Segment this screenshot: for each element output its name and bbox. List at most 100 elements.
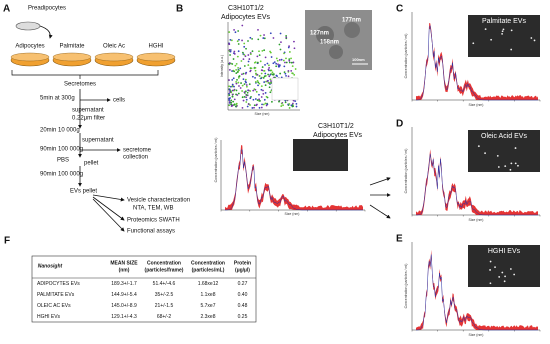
dish-rim bbox=[136, 52, 176, 62]
scatter-dot bbox=[243, 53, 246, 56]
scatter-dot bbox=[252, 89, 255, 92]
scatter-dot bbox=[244, 72, 247, 75]
scatter-dot bbox=[242, 72, 245, 75]
table-header: Protein bbox=[234, 260, 251, 266]
scatter-dot bbox=[242, 78, 245, 81]
step-text: NTA, TEM, WB bbox=[133, 206, 173, 212]
scatter-dot bbox=[233, 70, 236, 73]
scatter-dot bbox=[271, 100, 273, 103]
plot-title: C3H10T1/2 bbox=[228, 5, 264, 12]
particle bbox=[490, 38, 493, 41]
table-cell: 1.68xe12 bbox=[198, 281, 219, 287]
scatter-dot bbox=[293, 47, 296, 50]
scatter-dot bbox=[264, 63, 266, 66]
particle bbox=[533, 39, 536, 42]
scatter-dot bbox=[249, 97, 252, 100]
scatter-dot bbox=[269, 82, 272, 84]
table-border bbox=[31, 255, 257, 323]
scatter-dot bbox=[228, 31, 231, 33]
scatter-dot bbox=[249, 70, 252, 73]
scatter-dot bbox=[294, 100, 297, 102]
scatter-dot bbox=[243, 95, 246, 98]
scatter-dot bbox=[254, 98, 257, 100]
plot-title: Oleic Acid EVs bbox=[481, 133, 527, 140]
scatter-dot bbox=[293, 40, 295, 43]
scatter-dot bbox=[282, 59, 285, 62]
scatter-dot bbox=[245, 47, 247, 50]
scatter-dot bbox=[287, 75, 290, 78]
scatter-dot bbox=[282, 104, 284, 107]
scatter-dot bbox=[250, 67, 253, 70]
table-cell: 129.1+/-4.3 bbox=[111, 314, 137, 320]
scatter-dot bbox=[278, 100, 280, 103]
scatter-dot bbox=[285, 36, 288, 39]
scatter-dot bbox=[267, 68, 270, 71]
tem-image bbox=[305, 10, 372, 70]
scatter-dot bbox=[228, 48, 231, 51]
scatter-dot bbox=[280, 76, 283, 79]
scatter-dot bbox=[228, 99, 231, 102]
scatter-dot bbox=[268, 86, 271, 89]
scatter-dot bbox=[244, 55, 247, 58]
scatter-dot bbox=[251, 37, 253, 40]
nta-panel: C Palmitate EVs Concentration (particles /… bbox=[396, 4, 541, 107]
particle bbox=[509, 268, 512, 270]
scatter-dot bbox=[278, 59, 281, 61]
scatter-dot bbox=[272, 37, 275, 39]
particle bbox=[501, 30, 504, 33]
scatter-dot bbox=[249, 104, 251, 106]
plot-title: Adipocytes EVs bbox=[313, 132, 363, 139]
scatter-dot bbox=[268, 75, 271, 78]
right-panels: C Palmitate EVs Concentration (particles /… bbox=[396, 4, 541, 337]
scatter-dot bbox=[254, 61, 257, 64]
scatter-dot bbox=[242, 58, 245, 61]
scatter-dot bbox=[249, 36, 252, 39]
scatter-dot bbox=[243, 42, 246, 45]
scatter-dot bbox=[260, 88, 263, 91]
arrow bbox=[369, 204, 391, 219]
scatter-dot bbox=[241, 73, 243, 76]
scatter-dot bbox=[266, 62, 269, 65]
scatter-dot bbox=[228, 88, 231, 91]
nta-panel: E HGHI EVs Concentration (particles / ml) S… bbox=[396, 234, 541, 337]
scatter-dot bbox=[230, 39, 233, 42]
scatter-dot bbox=[283, 71, 286, 74]
scatter-dot bbox=[254, 77, 256, 79]
scatter-dot bbox=[235, 93, 237, 96]
scatter-dot bbox=[284, 101, 287, 104]
particle bbox=[510, 29, 513, 32]
panel-label: A bbox=[3, 4, 10, 15]
step-text: secretome bbox=[123, 148, 152, 154]
scatter-dot bbox=[238, 85, 240, 87]
scatter-dot bbox=[237, 81, 240, 84]
table-cell: 0.27 bbox=[238, 281, 248, 287]
particle bbox=[489, 269, 491, 271]
scatter-dot bbox=[268, 66, 271, 69]
tem-label: 158nm bbox=[320, 40, 339, 46]
scatter-dot bbox=[290, 104, 293, 107]
table-header: (particles/mL) bbox=[192, 267, 225, 273]
scatter-dot bbox=[261, 49, 264, 52]
scatter-dot bbox=[250, 95, 252, 98]
scatter-dot bbox=[237, 30, 240, 32]
particle bbox=[510, 48, 513, 51]
scatter-dot bbox=[241, 84, 244, 87]
scatter-dot bbox=[230, 99, 233, 102]
table-cell: 68+/-2 bbox=[157, 314, 172, 320]
table-header: (particles/frame) bbox=[145, 267, 184, 273]
table-cell: HGHI EVs bbox=[37, 314, 61, 320]
scatter-dot bbox=[229, 91, 231, 94]
trace-line bbox=[225, 149, 363, 211]
legend-box bbox=[271, 77, 299, 101]
tem-label: 100nm bbox=[352, 57, 365, 62]
scatter-dot bbox=[254, 69, 257, 72]
scatter-dot bbox=[228, 62, 231, 64]
scatter-dot bbox=[241, 39, 243, 42]
particle bbox=[513, 273, 516, 276]
scatter-dot bbox=[284, 72, 287, 75]
scatter-dot bbox=[229, 85, 232, 88]
scatter-dot bbox=[233, 53, 236, 55]
scatter-dot bbox=[263, 98, 266, 101]
scatter-dot bbox=[253, 106, 255, 109]
scatter-dot bbox=[291, 65, 294, 68]
